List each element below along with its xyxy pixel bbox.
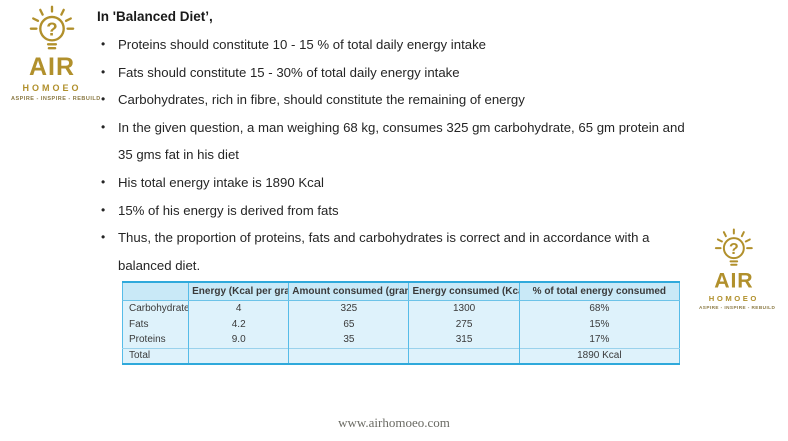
cell-value: 15% xyxy=(518,316,680,332)
bullet-item: • Fats should constitute 15 - 30% of tota… xyxy=(97,59,689,87)
bullet-text: Fats should constitute 15 - 30% of total… xyxy=(118,64,460,80)
header-cell-energy-per-gram: Energy (Kcal per gram) xyxy=(188,282,289,301)
bullet-item: • Proteins should constitute 10 - 15 % of… xyxy=(97,31,689,59)
website-url: www.airhomoeo.com xyxy=(338,415,450,430)
lightbulb-question-icon: ? xyxy=(29,5,75,50)
cell-value: 325 xyxy=(288,300,409,316)
bullet-icon: • xyxy=(101,119,106,134)
bullet-text: 15% of his energy is derived from fats xyxy=(118,202,339,218)
cell-value xyxy=(408,347,520,364)
logo-tagline: ASPIRE - INSPIRE - REBUILD xyxy=(699,305,776,311)
main-content: In 'Balanced Diet’, • Proteins should con… xyxy=(97,6,697,279)
bullet-item: • His total energy intake is 1890 Kcal xyxy=(97,169,689,197)
bullet-list: • Proteins should constitute 10 - 15 % of… xyxy=(97,31,689,279)
logo-subtitle: HOMOEO xyxy=(708,294,759,303)
cell-value: 315 xyxy=(408,332,520,348)
question-mark-glyph: ? xyxy=(46,19,57,40)
bullet-text: Carbohydrates, rich in fibre, should con… xyxy=(118,92,525,108)
logo-title: AIR xyxy=(28,53,76,81)
table-row-total: Total 1890 Kcal xyxy=(122,347,680,364)
bullet-icon: • xyxy=(101,37,106,51)
bullet-item: • Thus, the proportion of proteins, fats … xyxy=(97,224,689,279)
table-header-row: Energy (Kcal per gram) Amount consumed (… xyxy=(122,282,680,301)
logo-tagline: ASPIRE - INSPIRE - REBUILD xyxy=(11,96,101,102)
question-mark-glyph: ? xyxy=(729,241,739,258)
cell-label: Total xyxy=(122,347,189,364)
cell-label: Carbohydrate xyxy=(129,302,189,314)
cell-value xyxy=(188,347,289,364)
cell-value: 4 xyxy=(188,300,289,316)
bullet-text: In the given question, a man weighing 68… xyxy=(118,119,685,163)
cell-value: 9.0 xyxy=(188,332,289,348)
bullet-item: • Carbohydrates, rich in fibre, should co… xyxy=(97,86,689,114)
header-cell-percent-energy: % of total energy consumed xyxy=(518,282,680,301)
table-row-fats: Fats 4.2 65 275 15% xyxy=(123,316,680,332)
cell-value: 275 xyxy=(408,316,520,332)
cell-value: 1300 xyxy=(408,300,520,316)
cell-label: Proteins xyxy=(129,334,166,346)
bullet-text: His total energy intake is 1890 Kcal xyxy=(118,174,324,190)
header-cell-amount-consumed: Amount consumed (grams) xyxy=(288,282,409,301)
cell-value: 65 xyxy=(288,316,409,332)
airhomoeo-logo-right: ? AIR HOMOEO ASPIRE - INSPIRE - REBUILD xyxy=(699,228,776,311)
logo-title: AIR xyxy=(714,268,754,293)
bullet-text: Thus, the proportion of proteins, fats a… xyxy=(118,230,650,273)
header-cell-blank xyxy=(122,282,189,301)
cell-label: Fats xyxy=(129,318,149,330)
cell-value: 17% xyxy=(518,332,680,348)
nutrition-table: Energy (Kcal per gram) Amount consumed (… xyxy=(122,281,680,365)
table-row-proteins: Proteins 9.0 35 315 17% xyxy=(123,332,680,348)
bullet-item: • In the given question, a man weighing 6… xyxy=(97,114,689,169)
cell-value: 1890 Kcal xyxy=(518,347,680,364)
page-title: In 'Balanced Diet’, xyxy=(97,9,213,24)
bullet-icon: • xyxy=(101,202,106,217)
lightbulb-question-icon: ? xyxy=(714,228,753,266)
cell-value: 4.2 xyxy=(188,316,289,332)
cell-value: 35 xyxy=(288,332,409,348)
bullet-text: Proteins should constitute 10 - 15 % of … xyxy=(118,37,487,52)
bullet-item: • 15% of his energy is derived from fats xyxy=(97,197,689,225)
bullet-icon: • xyxy=(101,64,106,79)
logo-subtitle: HOMOEO xyxy=(22,83,82,93)
bullet-icon: • xyxy=(101,92,106,107)
bullet-icon: • xyxy=(101,174,106,189)
cell-value xyxy=(288,347,409,364)
airhomoeo-logo-left: ? AIR HOMOEO ASPIRE - INSPIRE - REBUILD xyxy=(11,5,101,102)
bullet-icon: • xyxy=(101,230,106,245)
header-cell-energy-consumed: Energy consumed (Kcal) xyxy=(408,282,520,301)
table-row-carbohydrate: Carbohydrate 4 325 1300 68% xyxy=(123,300,680,316)
cell-value: 68% xyxy=(518,300,680,316)
